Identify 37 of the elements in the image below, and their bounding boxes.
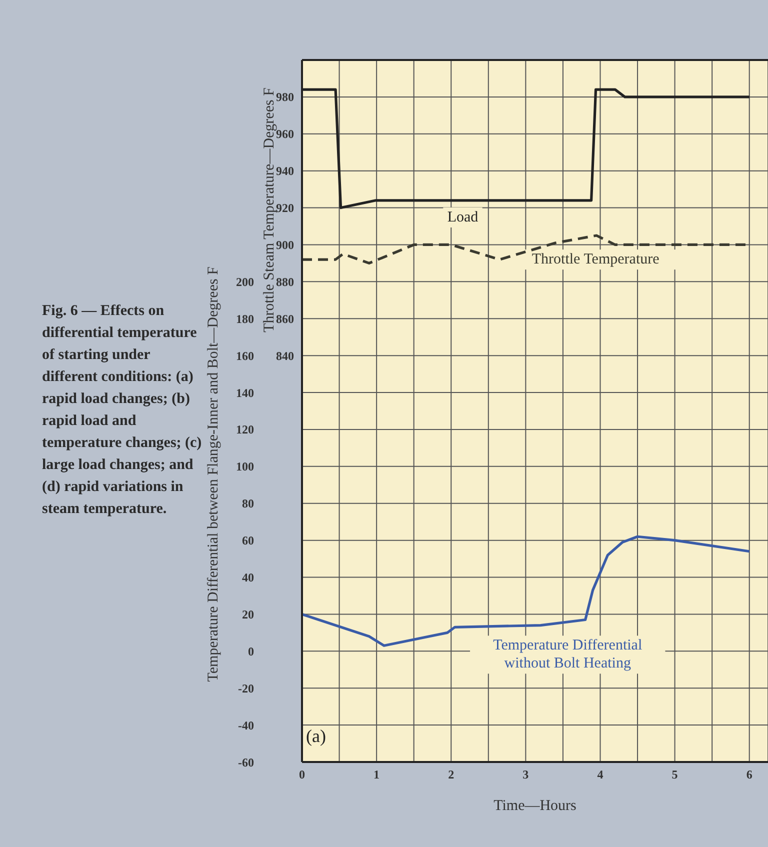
x-axis-title: Time—Hours bbox=[494, 798, 577, 814]
x-tick-label: 4 bbox=[597, 768, 604, 782]
y-tick-label: 100 bbox=[236, 460, 254, 474]
y2-tick-label: 960 bbox=[276, 127, 294, 142]
y2-tick-label: 860 bbox=[276, 312, 294, 326]
y2-axis-title: Throttle Steam Temperature—Degrees F bbox=[261, 88, 278, 332]
y-tick-label: 40 bbox=[242, 570, 254, 585]
x-tick-label: 0 bbox=[299, 768, 305, 782]
y-tick-label: 200 bbox=[236, 274, 254, 289]
series-label: Temperature Differential without Bolt Heating bbox=[493, 638, 642, 672]
y2-tick-label: 940 bbox=[276, 164, 294, 178]
x-tick-label: 3 bbox=[522, 768, 529, 782]
annotation: (a) bbox=[306, 726, 326, 746]
series-label: Load bbox=[447, 209, 479, 226]
y2-tick-label: 840 bbox=[276, 348, 294, 363]
y-tick-label: 140 bbox=[236, 386, 254, 400]
y-tick-label: 20 bbox=[242, 607, 254, 622]
y-tick-label: 60 bbox=[242, 534, 254, 548]
y2-tick-label: 920 bbox=[276, 201, 294, 216]
y2-tick-label: 980 bbox=[276, 90, 294, 104]
y-tick-label: -60 bbox=[238, 755, 254, 770]
y2-tick-label: 900 bbox=[276, 238, 294, 252]
y-tick-label: 120 bbox=[236, 422, 254, 437]
text: Fig. 6 — Effects on differential temperature of starting under different conditions: (a) rapid load changes; (b) rapid load and temperature changes; (c) large load changes; and (d) rapid variations in steam temperature. bbox=[42, 303, 202, 517]
y2-tick-label: 880 bbox=[276, 274, 294, 289]
x-tick-label: 5 bbox=[672, 768, 678, 782]
x-tick-label: 6 bbox=[746, 768, 752, 782]
y-tick-label: -40 bbox=[238, 718, 254, 732]
y-tick-label: 0 bbox=[248, 644, 254, 658]
x-tick-label: 2 bbox=[448, 768, 454, 782]
x-tick-label: 1 bbox=[374, 768, 380, 782]
y-axis-title: Temperature Differential between Flange-Inner and Bolt—Degrees F bbox=[205, 266, 222, 682]
y-tick-label: 180 bbox=[236, 312, 254, 326]
y-tick-label: 160 bbox=[236, 348, 254, 363]
series-label: Throttle Temperature bbox=[532, 252, 660, 268]
y-tick-label: 80 bbox=[242, 496, 254, 511]
y-tick-label: -20 bbox=[238, 681, 254, 696]
